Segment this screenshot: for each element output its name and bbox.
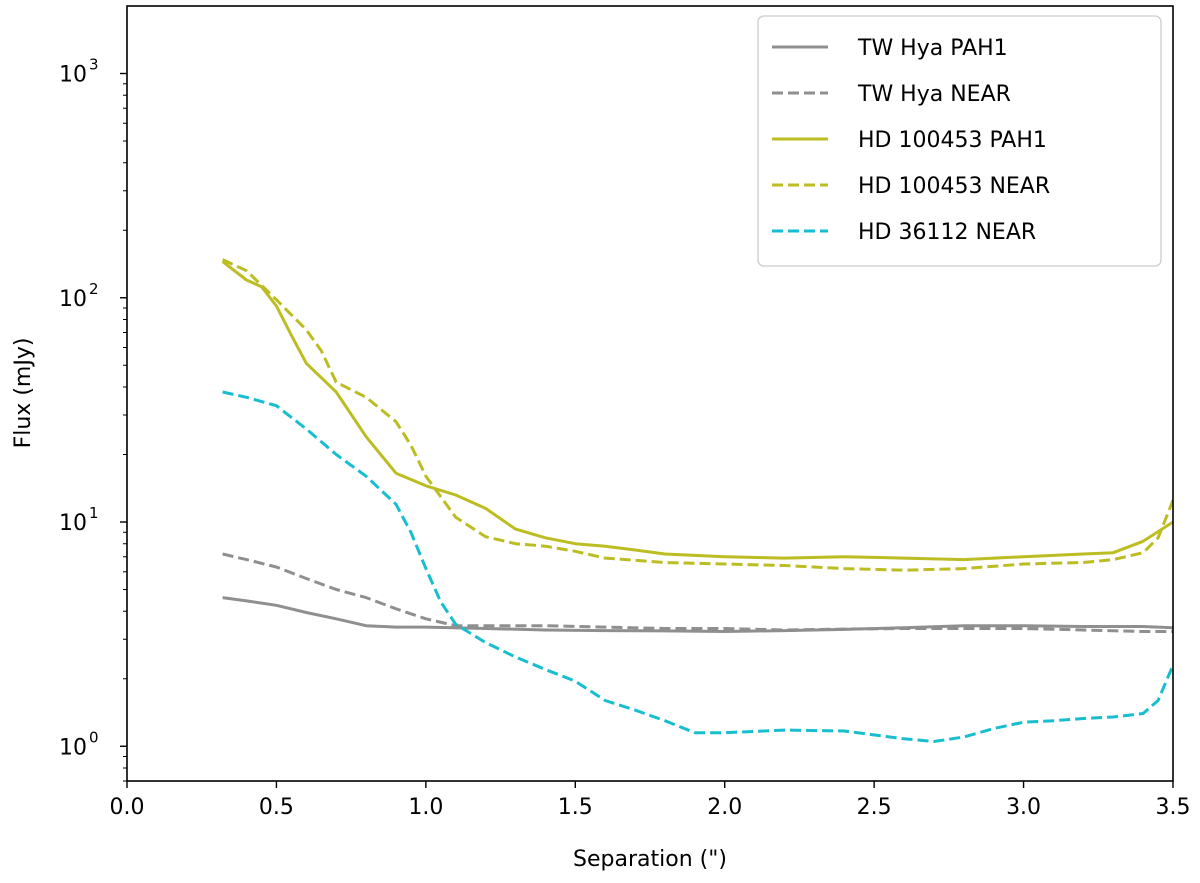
x-axis-ticks: 0.0 0.5 1.0 1.5 2.0 2.5 3.0 3.5 <box>110 781 1191 820</box>
legend-label-3: HD 100453 NEAR <box>858 174 1050 199</box>
series-line-0 <box>222 596 1173 633</box>
y-tick-exponent: 3 <box>89 56 99 74</box>
y-tick-exponent: 2 <box>89 280 99 298</box>
x-tick-label: 3.0 <box>1006 795 1041 820</box>
y-tick-label: 10 <box>59 63 87 88</box>
series-line-1 <box>222 552 1173 633</box>
legend-label-4: HD 36112 NEAR <box>858 220 1036 245</box>
x-tick-label: 2.0 <box>707 795 742 820</box>
plot-frame <box>126 5 1174 782</box>
y-tick-label: 10 <box>59 511 87 536</box>
y-tick-exponent: 1 <box>89 504 99 522</box>
y-tick-label: 10 <box>59 735 87 760</box>
series-layer <box>221 258 1173 743</box>
x-tick-label: 3.5 <box>1156 795 1191 820</box>
legend-label-1: TW Hya NEAR <box>857 82 1011 107</box>
series-line-4 <box>222 390 1173 743</box>
x-tick-label: 0.0 <box>110 795 145 820</box>
x-tick-label: 2.5 <box>857 795 892 820</box>
x-axis-label: Separation (") <box>573 847 727 872</box>
y-tick-exponent: 0 <box>89 728 99 746</box>
y-tick-label: 10 <box>59 287 87 312</box>
legend-box <box>757 15 1162 267</box>
legend-label-0: TW Hya PAH1 <box>857 36 1008 61</box>
series-line-2 <box>221 260 1173 562</box>
y-axis-label: Flux (mJy) <box>11 338 36 449</box>
x-tick-label: 1.5 <box>558 795 593 820</box>
x-tick-label: 0.5 <box>259 795 294 820</box>
x-tick-label: 1.0 <box>408 795 443 820</box>
legend-entries: TW Hya PAH1 TW Hya NEAR HD 100453 PAH1 HD 1… <box>772 36 1050 245</box>
legend: TW Hya PAH1 TW Hya NEAR HD 100453 PAH1 HD 1… <box>757 15 1162 267</box>
series-line-3 <box>221 258 1173 572</box>
legend-label-2: HD 100453 PAH1 <box>858 128 1047 153</box>
